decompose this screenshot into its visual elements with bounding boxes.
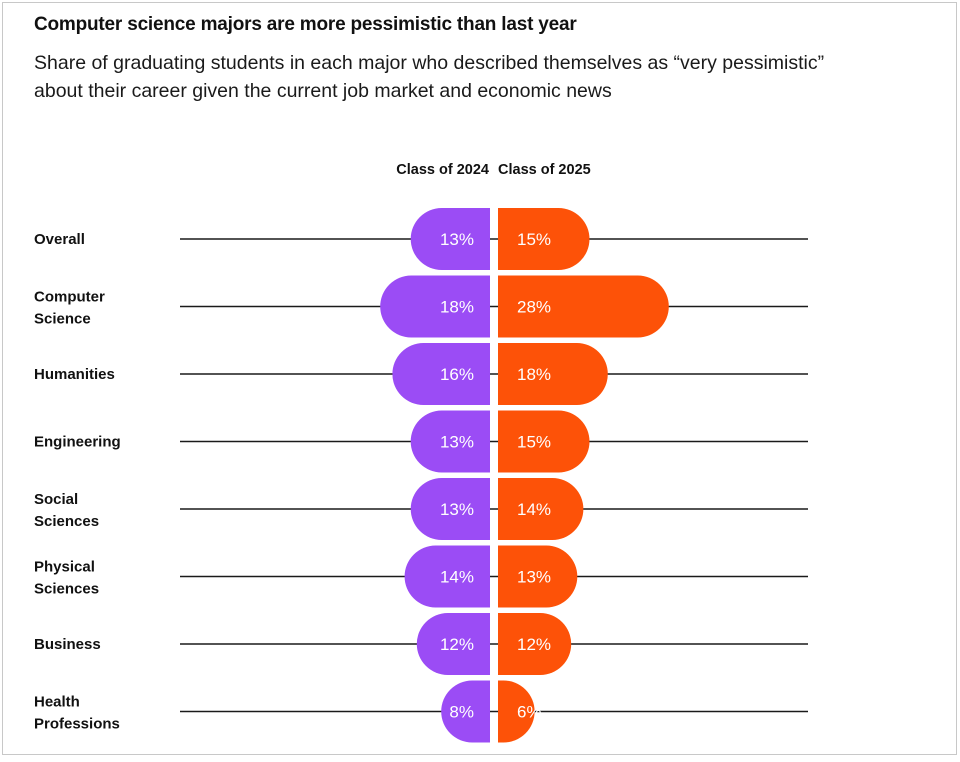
value-label-class-2025: 6% (517, 703, 542, 722)
value-label-class-2025: 12% (517, 635, 551, 654)
bar-class-2024 (416, 613, 490, 675)
value-label-class-2025: 18% (517, 365, 551, 384)
value-label-class-2025: 15% (517, 433, 551, 452)
value-label-class-2024: 13% (440, 500, 474, 519)
category-label: Engineering (34, 434, 121, 451)
bar-class-2024 (380, 275, 490, 338)
value-label-class-2025: 13% (517, 568, 551, 587)
bar-class-2025 (498, 343, 608, 405)
chart-subtitle: Share of graduating students in each maj… (34, 52, 825, 102)
category-label-line: Overall (34, 231, 85, 248)
bar-class-2024 (404, 545, 490, 608)
bar-class-2025 (498, 680, 535, 743)
value-label-class-2024: 13% (440, 230, 474, 249)
category-label: Physical Sciences (34, 559, 99, 598)
category-label-line: Computer (34, 289, 105, 306)
category-label-line: Health (34, 694, 80, 711)
category-label-line: Professions (34, 716, 120, 733)
value-label-class-2024: 12% (440, 635, 474, 654)
bar-class-2025 (498, 208, 590, 270)
legend-class-2024: Class of 2024 (396, 162, 489, 178)
bar-class-2024 (441, 680, 490, 743)
category-label-line: Physical (34, 559, 95, 576)
category-label-line: Humanities (34, 366, 115, 383)
value-label-class-2025: 15% (517, 230, 551, 249)
bar-class-2024 (410, 208, 490, 270)
category-label-line: Science (34, 311, 91, 328)
value-label-class-2024: 14% (440, 568, 474, 587)
legend-class-2025: Class of 2025 (498, 162, 591, 178)
category-label-line: Sciences (34, 513, 99, 530)
category-label: Overall (34, 231, 85, 248)
value-label-class-2025: 14% (517, 500, 551, 519)
value-label-class-2024: 8% (449, 703, 474, 722)
bar-class-2025 (498, 478, 584, 540)
value-label-class-2024: 16% (440, 365, 474, 384)
bar-class-2024 (410, 478, 490, 540)
category-label-line: Business (34, 636, 101, 653)
category-label-line: Engineering (34, 434, 121, 451)
category-label: Business (34, 636, 101, 653)
bar-class-2024 (392, 343, 490, 405)
bar-class-2025 (498, 545, 578, 608)
category-label: Social Sciences (34, 491, 99, 530)
category-label: Humanities (34, 366, 115, 383)
value-label-class-2025: 28% (517, 298, 551, 317)
bar-class-2025 (498, 275, 669, 338)
category-label-line: Sciences (34, 581, 99, 598)
chart-title: Computer science majors are more pessimi… (34, 14, 577, 35)
category-label-line: Social (34, 491, 78, 508)
value-label-class-2024: 18% (440, 298, 474, 317)
category-label: Health Professions (34, 694, 120, 733)
bar-class-2025 (498, 613, 572, 675)
bar-class-2024 (410, 410, 490, 473)
category-label: Computer Science (34, 289, 105, 328)
bar-class-2025 (498, 410, 590, 473)
value-label-class-2024: 13% (440, 433, 474, 452)
